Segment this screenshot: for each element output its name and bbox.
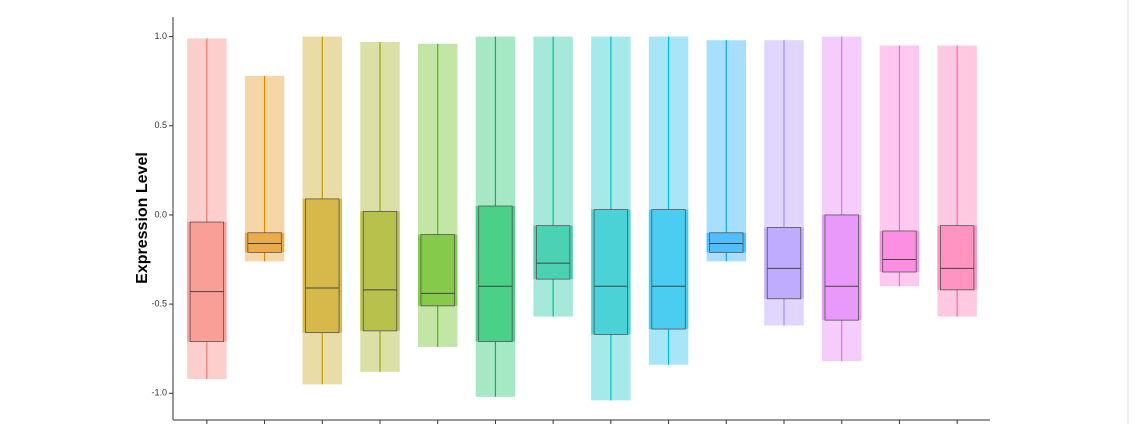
point-cloud-core bbox=[475, 206, 516, 342]
point-cloud-core bbox=[764, 227, 804, 299]
y-axis-title: Expression Level bbox=[134, 152, 151, 284]
y-tick-label: -0.5 bbox=[151, 298, 167, 308]
point-cloud-core bbox=[937, 225, 977, 290]
box bbox=[824, 214, 859, 321]
box bbox=[247, 232, 282, 253]
box bbox=[478, 205, 513, 342]
box bbox=[766, 227, 802, 300]
point-cloud-core bbox=[648, 209, 689, 330]
box bbox=[362, 210, 398, 332]
point-cloud-core bbox=[417, 234, 458, 306]
y-tick-label: 1.0 bbox=[154, 31, 167, 41]
point-cloud-core bbox=[821, 214, 862, 321]
box bbox=[882, 230, 917, 273]
box bbox=[709, 232, 744, 253]
point-cloud-core bbox=[244, 232, 285, 253]
box bbox=[189, 221, 224, 342]
point-cloud-core bbox=[302, 198, 343, 333]
box bbox=[305, 198, 340, 334]
point-cloud-core bbox=[591, 209, 631, 335]
point-cloud-core bbox=[533, 225, 573, 280]
point-cloud-core bbox=[706, 232, 747, 253]
point-cloud-core bbox=[187, 222, 227, 342]
y-tick-label: 0.0 bbox=[154, 209, 167, 219]
box bbox=[420, 234, 455, 307]
box bbox=[536, 225, 571, 280]
point-cloud-core bbox=[879, 230, 920, 272]
box bbox=[593, 209, 628, 335]
box bbox=[940, 225, 975, 291]
box bbox=[651, 209, 686, 330]
y-tick-label: -1.0 bbox=[151, 388, 167, 398]
point-cloud-core bbox=[360, 211, 400, 331]
y-tick-label: 0.5 bbox=[154, 120, 167, 130]
